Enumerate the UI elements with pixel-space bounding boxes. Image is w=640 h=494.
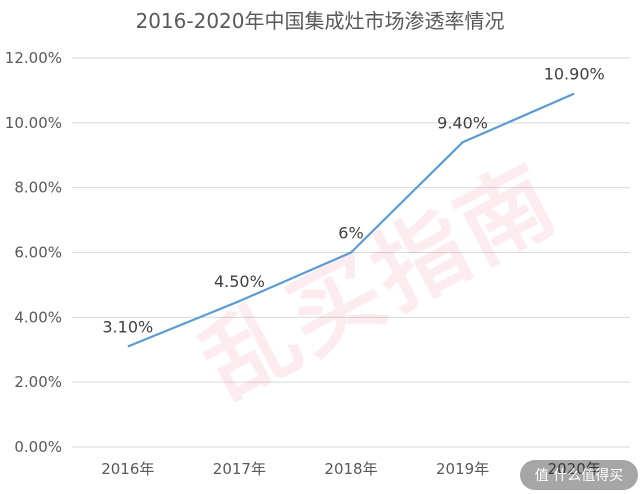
- data-label: 9.40%: [437, 113, 488, 132]
- data-label: 3.10%: [102, 318, 153, 337]
- data-label: 10.90%: [544, 65, 605, 84]
- x-tick-label: 2020年: [548, 460, 601, 478]
- corner-badge: 值 什么值得买: [520, 460, 638, 490]
- x-tick-label: 2017年: [213, 460, 266, 478]
- chart-title: 2016-2020年中国集成灶市场渗透率情况: [135, 9, 504, 33]
- y-axis-tick-labels: 0.00% 2.00% 4.00% 6.00% 8.00% 10.00% 12.00%: [5, 49, 62, 456]
- x-axis-tick-labels: 2016年 2017年 2018年 2019年 2020年: [101, 460, 601, 478]
- y-tick-label: 2.00%: [14, 373, 62, 391]
- corner-badge-bg: [520, 460, 638, 490]
- y-tick-label: 12.00%: [5, 49, 62, 67]
- x-tick-label: 2016年: [101, 460, 154, 478]
- data-labels: 3.10% 4.50% 6% 9.40% 10.90%: [102, 65, 604, 337]
- y-tick-label: 0.00%: [14, 438, 62, 456]
- x-tick-label: 2018年: [324, 460, 377, 478]
- corner-badge-text: 值 什么值得买: [535, 467, 623, 484]
- data-label: 4.50%: [214, 272, 265, 291]
- series-layer: [127, 92, 575, 348]
- y-tick-label: 4.00%: [14, 308, 62, 326]
- y-tick-label: 10.00%: [5, 114, 62, 132]
- y-tick-label: 8.00%: [14, 179, 62, 197]
- x-tick-label: 2019年: [436, 460, 489, 478]
- data-label: 6%: [338, 224, 363, 243]
- y-tick-label: 6.00%: [14, 244, 62, 262]
- gridlines: [72, 57, 630, 448]
